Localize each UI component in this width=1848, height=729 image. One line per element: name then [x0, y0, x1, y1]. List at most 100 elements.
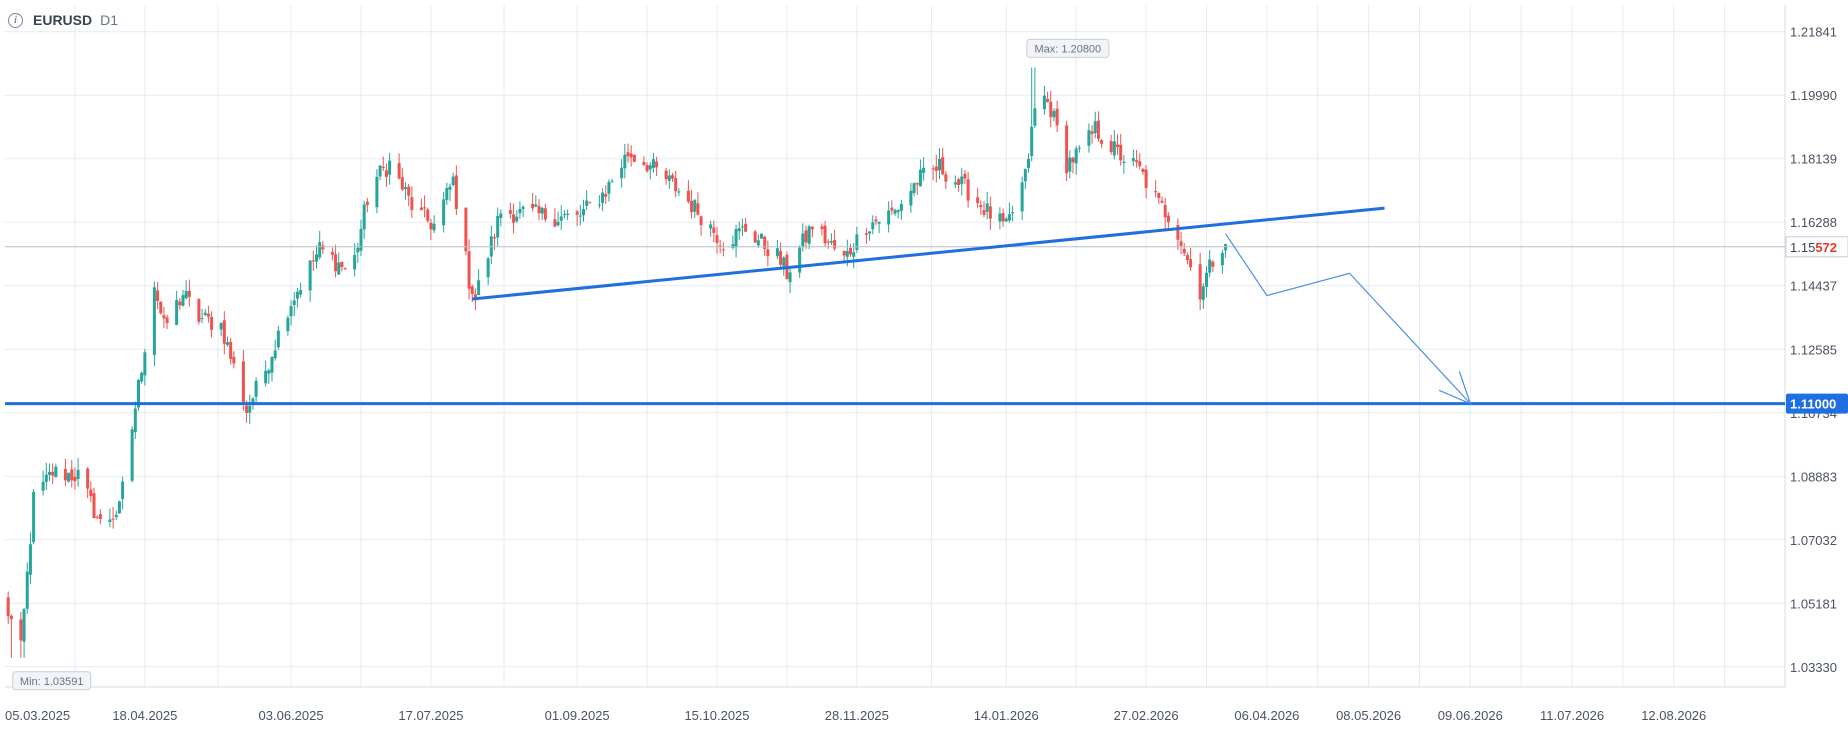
candle-body: [820, 226, 824, 229]
candle-body: [737, 228, 741, 232]
candle-body: [1096, 120, 1100, 139]
candle-body: [286, 317, 290, 332]
candle-body: [690, 200, 694, 213]
x-tick-label: 03.06.2025: [259, 708, 324, 723]
candle-body: [318, 242, 322, 258]
candle-body: [63, 468, 67, 481]
candle-body: [381, 166, 385, 169]
candle-body: [807, 226, 811, 244]
candle-body: [219, 322, 223, 330]
candle-body: [693, 200, 697, 212]
candle-body: [918, 169, 922, 187]
candle-body: [1179, 241, 1183, 246]
candle-body: [264, 370, 268, 384]
y-tick-label: 1.19990: [1790, 88, 1837, 103]
candle-body: [957, 179, 961, 186]
candle-body: [912, 183, 916, 194]
timeframe-label[interactable]: D1: [100, 12, 119, 28]
candle-body: [1141, 168, 1145, 172]
symbol-label[interactable]: EURUSD: [33, 12, 93, 28]
y-tick-label: 1.18139: [1790, 152, 1837, 167]
trendline[interactable]: [472, 206, 1385, 301]
candle-body: [801, 233, 805, 247]
candle-body: [1065, 125, 1069, 174]
candle-body: [1116, 144, 1119, 148]
candle-body: [798, 247, 802, 273]
candle-body: [607, 181, 611, 194]
candle-body: [899, 204, 903, 211]
candle-body: [54, 466, 58, 478]
candle-body: [22, 609, 26, 642]
candle-body: [1042, 95, 1046, 110]
candle-body: [292, 300, 296, 306]
candle-body: [222, 320, 226, 344]
candle-body: [1087, 130, 1091, 146]
candle-body: [864, 233, 868, 235]
candle-body: [197, 299, 201, 322]
candle-body: [1074, 148, 1078, 164]
candle-body: [159, 301, 163, 314]
candle-body: [143, 352, 147, 376]
candle-body: [753, 231, 757, 243]
candle-body: [308, 260, 312, 291]
candle-body: [467, 251, 471, 289]
candle-body: [677, 191, 681, 193]
min-label-box: [12, 671, 92, 691]
candle-body: [362, 204, 366, 230]
candle-body: [315, 254, 318, 262]
candle-body: [1055, 108, 1059, 126]
candle-body: [718, 245, 722, 247]
level-price-box: [1786, 393, 1848, 414]
projection-path[interactable]: [1225, 233, 1471, 405]
candle-body: [32, 491, 36, 543]
candle-body: [988, 206, 992, 219]
candle-body: [162, 315, 166, 319]
candle-body: [1163, 205, 1167, 218]
candle-body: [887, 210, 891, 225]
candle-body: [423, 207, 427, 209]
candle-body: [25, 571, 29, 609]
candle-body: [953, 182, 957, 185]
candle-body: [756, 240, 760, 246]
candle-body: [337, 262, 341, 275]
y-tick-label: 1.21841: [1790, 25, 1837, 40]
candle-body: [934, 166, 938, 171]
candle-body: [67, 472, 71, 482]
candle-body: [645, 164, 649, 172]
candle-body: [98, 514, 102, 519]
candle-body: [1205, 272, 1208, 287]
candle-body: [941, 157, 945, 175]
candle-body: [89, 489, 93, 497]
candle-body: [273, 350, 277, 359]
candle-body: [855, 234, 859, 250]
candle-body: [696, 203, 700, 215]
candle-body: [537, 205, 541, 214]
candle-body: [76, 469, 80, 479]
candle-body: [1011, 212, 1015, 214]
candle-body: [241, 361, 245, 405]
candle-body: [1185, 255, 1189, 260]
candle-body: [1189, 259, 1193, 268]
candle-body: [896, 210, 900, 213]
candle-body: [597, 204, 601, 206]
projection-arrowhead: [1438, 371, 1472, 405]
x-tick-label: 17.07.2025: [398, 708, 463, 723]
info-icon[interactable]: i: [8, 12, 23, 28]
candle-body: [518, 208, 522, 214]
candle-body: [445, 188, 449, 200]
candle-body: [543, 208, 547, 220]
candle-body: [321, 245, 325, 250]
candle-body: [175, 300, 179, 325]
candle-body: [156, 290, 160, 301]
candle-body: [295, 291, 299, 299]
candle-body: [531, 203, 535, 209]
candle-body: [664, 170, 668, 180]
candle-body: [760, 233, 763, 239]
candle-body: [893, 209, 897, 214]
candle-body: [111, 518, 115, 520]
candle-body: [699, 216, 703, 226]
candle-body: [400, 177, 404, 190]
candle-body: [343, 268, 347, 270]
